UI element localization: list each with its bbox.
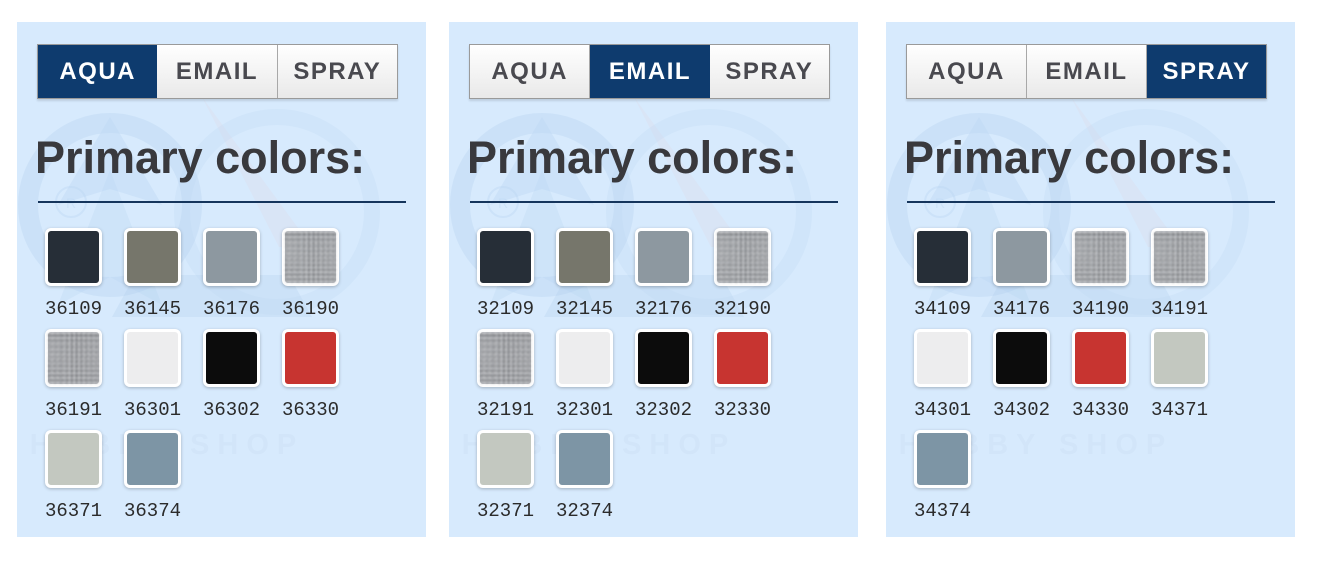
svg-text:R: R bbox=[498, 195, 508, 211]
svg-text:R: R bbox=[935, 195, 945, 211]
svg-text:R: R bbox=[66, 195, 76, 211]
